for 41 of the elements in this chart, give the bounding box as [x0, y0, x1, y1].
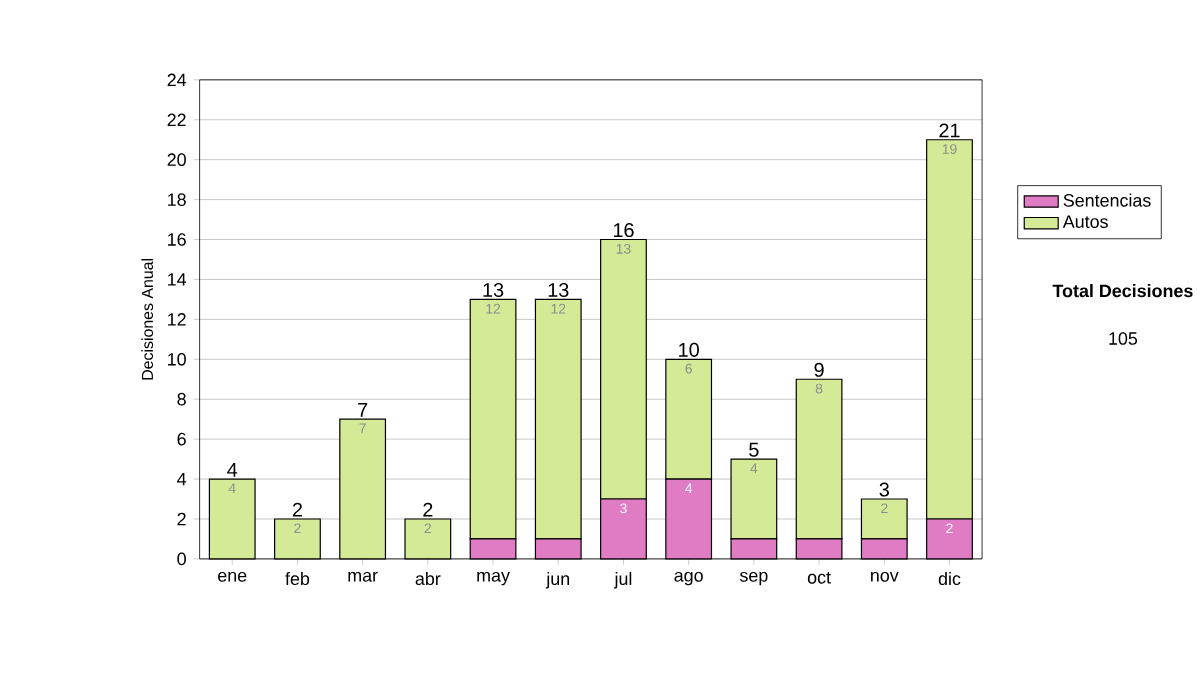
- x-tick-label: dic: [938, 571, 961, 585]
- y-tick-label: 24: [167, 73, 187, 86]
- total-label: 2: [292, 502, 302, 517]
- y-tick-label: 8: [177, 392, 186, 406]
- x-tick-label: nov: [871, 571, 899, 582]
- total-label: 4: [227, 462, 238, 477]
- y-tick-label: 4: [177, 472, 187, 485]
- total-label: 10: [679, 342, 699, 357]
- y-tick-label: 20: [167, 153, 186, 166]
- total-label: 9: [814, 362, 824, 377]
- y-tick-label: 2: [177, 512, 186, 525]
- x-tick-label: jul: [614, 571, 632, 589]
- y-tick-label: 10: [168, 352, 186, 366]
- x-tick-label: ene: [218, 571, 247, 582]
- y-tick-label: 18: [168, 192, 186, 206]
- total-label: 16: [613, 222, 634, 237]
- total-label: 7: [358, 402, 368, 417]
- y-tick-label: 6: [177, 432, 186, 446]
- y-tick-label: 22: [167, 113, 186, 126]
- total-label: 13: [483, 282, 504, 297]
- x-tick-label: abr: [415, 571, 441, 585]
- x-tick-label: may: [477, 571, 510, 585]
- x-tick-label: mar: [348, 571, 378, 582]
- y-tick-label: 16: [168, 232, 186, 246]
- total-label: 13: [548, 282, 569, 297]
- text: Total Decisiones: [1052, 283, 1193, 297]
- x-tick-label: ago: [674, 571, 703, 585]
- legend-label: Sentencias: [1063, 193, 1151, 207]
- total-label: 2: [423, 502, 433, 517]
- total-label: 5: [749, 442, 759, 457]
- x-tick-label: sep: [739, 571, 768, 585]
- y-tick-label: 14: [168, 272, 187, 286]
- y-tick-label: 12: [168, 312, 186, 326]
- text: 105: [1109, 331, 1138, 345]
- x-tick-label: jun: [545, 571, 570, 589]
- total-label: 3: [879, 482, 889, 497]
- legend-label: Autos: [1062, 215, 1108, 228]
- x-tick-label: oct: [807, 571, 831, 584]
- total-label: 21: [939, 123, 960, 138]
- x-tick-label: feb: [285, 571, 310, 585]
- y-tick-label: 0: [177, 552, 186, 565]
